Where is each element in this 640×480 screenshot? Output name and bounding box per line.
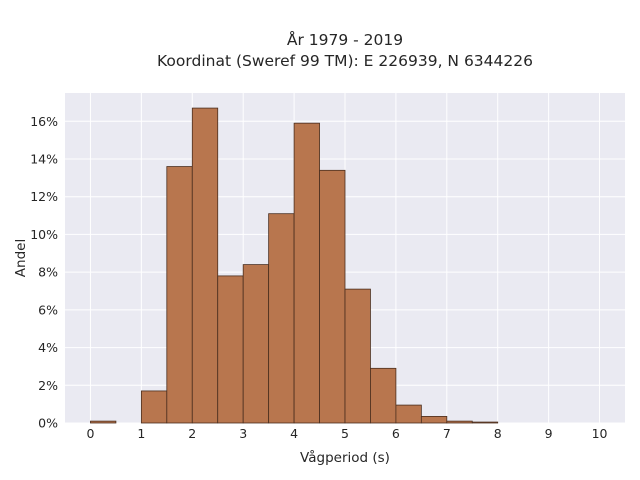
y-tick-label: 4% [38, 340, 58, 355]
histogram-bar-6 [242, 264, 270, 424]
x-axis-ticks: 0 1 2 3 4 5 6 7 8 9 10 [86, 426, 607, 441]
y-tick-label: 10% [30, 227, 58, 242]
y-axis-label: Andel [13, 239, 29, 277]
histogram-bar-4 [191, 107, 219, 424]
histogram-bar-15 [471, 421, 499, 424]
histogram-bar-3 [166, 166, 193, 424]
histogram-bar-11 [370, 367, 397, 424]
histogram-bar-2 [140, 390, 168, 424]
y-tick-label: 0% [38, 416, 58, 431]
y-axis-ticks: 0% 2% 4% 6% 8% 10% 12% 14% 16% [30, 114, 58, 431]
x-tick-label: 4 [290, 426, 298, 441]
histogram-bar-0 [90, 420, 117, 424]
x-tick-label: 3 [239, 426, 247, 441]
histogram-bar-12 [395, 404, 422, 424]
x-tick-label: 9 [545, 426, 553, 441]
x-axis-label: Vågperiod (s) [300, 449, 390, 466]
y-tick-label: 6% [38, 302, 58, 317]
histogram-bar-14 [446, 420, 473, 424]
x-tick-label: 10 [592, 426, 608, 441]
y-tick-label: 2% [38, 378, 58, 393]
x-tick-label: 0 [86, 426, 94, 441]
x-tick-label: 6 [392, 426, 400, 441]
histogram-bar-10 [344, 288, 371, 424]
histogram-bar-7 [268, 213, 295, 424]
histogram-bar-9 [319, 169, 346, 424]
histogram-bar-5 [217, 275, 244, 424]
chart-title-line-2: Koordinat (Sweref 99 TM): E 226939, N 63… [157, 52, 533, 70]
x-tick-label: 7 [443, 426, 451, 441]
x-tick-label: 8 [494, 426, 502, 441]
x-tick-label: 1 [137, 426, 145, 441]
y-tick-label: 14% [30, 152, 58, 167]
y-tick-label: 8% [38, 265, 58, 280]
histogram-bar-8 [293, 122, 320, 424]
x-tick-label: 2 [188, 426, 196, 441]
histogram-bar-13 [420, 415, 448, 424]
y-tick-label: 12% [30, 189, 58, 204]
x-tick-label: 5 [341, 426, 349, 441]
histogram-bars [90, 107, 499, 424]
y-tick-label: 16% [30, 114, 58, 129]
chart-title-line-1: År 1979 - 2019 [287, 30, 403, 49]
